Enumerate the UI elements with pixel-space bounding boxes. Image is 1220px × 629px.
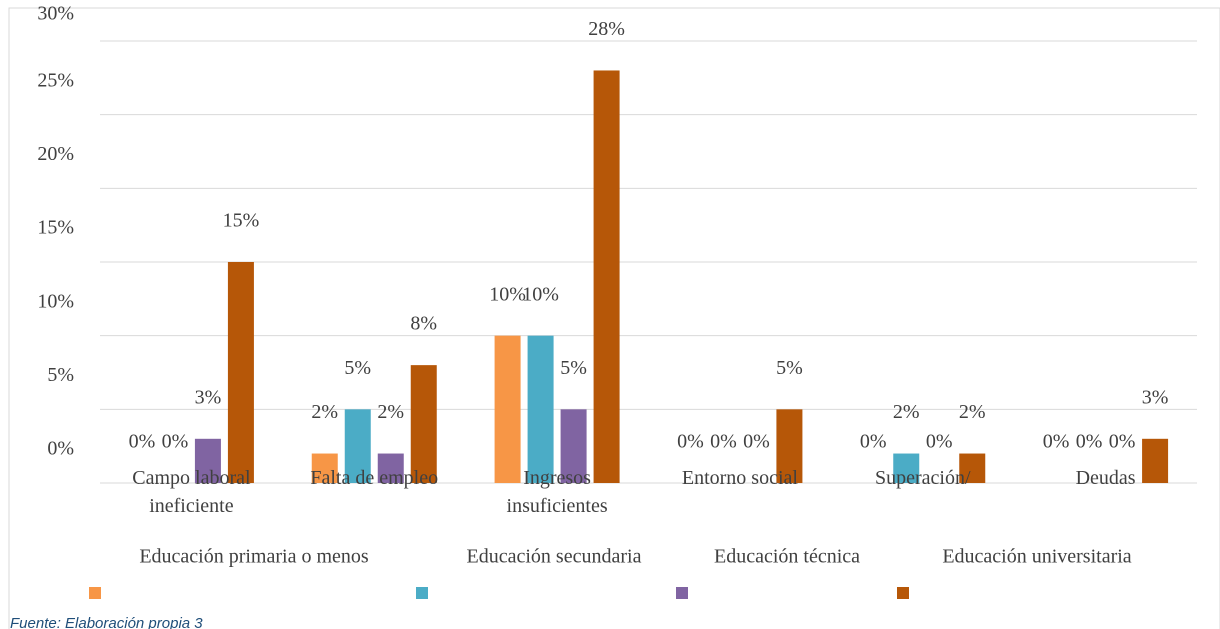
- x-tick-label: Entorno social: [682, 467, 799, 489]
- x-tick-line: Falta de empleo: [310, 467, 438, 489]
- y-tick-label: 15%: [37, 217, 74, 239]
- bar: [893, 453, 920, 483]
- bar: [1142, 438, 1169, 483]
- data-label: 0%: [129, 431, 156, 453]
- data-label: 10%: [522, 283, 559, 305]
- data-label: 0%: [677, 431, 704, 453]
- data-label: 0%: [1043, 431, 1070, 453]
- data-label: 3%: [1142, 386, 1169, 408]
- chart-border: [8, 7, 1220, 629]
- y-tick-label: 0%: [47, 438, 74, 460]
- x-tick-label: Deudas: [1076, 467, 1136, 489]
- x-tick-line: Deudas: [1076, 467, 1136, 489]
- x-tick-line: Campo laboral: [132, 467, 251, 489]
- data-label: 0%: [860, 431, 887, 453]
- x-tick-label: Falta de empleo: [310, 467, 438, 489]
- data-label: 0%: [1076, 431, 1103, 453]
- bar: [593, 70, 620, 483]
- data-label: 5%: [776, 357, 803, 379]
- bar: [560, 409, 587, 483]
- legend-swatch: [897, 587, 909, 599]
- data-label: 2%: [311, 401, 338, 423]
- data-label: 2%: [893, 401, 920, 423]
- x-tick-label: Campo laboral ineficiente: [132, 467, 251, 517]
- legend-label: Educación secundaria: [467, 546, 642, 568]
- x-tick-line: Entorno social: [682, 467, 799, 489]
- data-label: 0%: [1109, 431, 1136, 453]
- y-tick-label: 25%: [37, 69, 74, 91]
- x-tick-line: Superación/: [875, 467, 971, 489]
- data-label: 0%: [162, 431, 189, 453]
- y-tick-label: 5%: [47, 364, 74, 386]
- x-tick-line: ineficiente: [149, 495, 234, 517]
- legend-label: Educación universitaria: [942, 546, 1131, 568]
- legend-swatch: [89, 587, 101, 599]
- x-tick-line: insuficientes: [507, 495, 608, 517]
- data-label: 15%: [223, 210, 260, 232]
- bar: [344, 409, 371, 483]
- bar: [194, 438, 221, 483]
- x-tick-label: Ingresos insuficientes: [507, 467, 608, 517]
- legend-swatch: [416, 587, 428, 599]
- bar: [311, 453, 338, 483]
- bar: [959, 453, 986, 483]
- data-label: 8%: [410, 313, 437, 335]
- bar: [410, 365, 437, 483]
- data-label: 3%: [195, 386, 222, 408]
- bar: [494, 335, 521, 483]
- data-label: 0%: [710, 431, 737, 453]
- x-tick-label: Superación/: [875, 467, 971, 489]
- data-label: 0%: [743, 431, 770, 453]
- data-label: 28%: [588, 18, 625, 40]
- bar: [227, 262, 254, 483]
- x-tick-line: Ingresos: [523, 467, 591, 489]
- data-label: 0%: [926, 431, 953, 453]
- data-label: 2%: [959, 401, 986, 423]
- data-label: 5%: [560, 357, 587, 379]
- legend-swatch: [676, 587, 688, 599]
- data-label: 2%: [377, 401, 404, 423]
- bar: [377, 453, 404, 483]
- y-tick-label: 30%: [37, 3, 74, 25]
- bar: [527, 335, 554, 483]
- y-tick-label: 10%: [37, 290, 74, 312]
- legend-label: Educación técnica: [714, 546, 860, 568]
- bar: [776, 409, 803, 483]
- data-label: 10%: [489, 283, 526, 305]
- legend-label: Educación primaria o menos: [139, 546, 369, 568]
- data-label: 5%: [344, 357, 371, 379]
- y-tick-label: 20%: [37, 143, 74, 165]
- source-note: Fuente: Elaboración propia 3: [10, 615, 203, 629]
